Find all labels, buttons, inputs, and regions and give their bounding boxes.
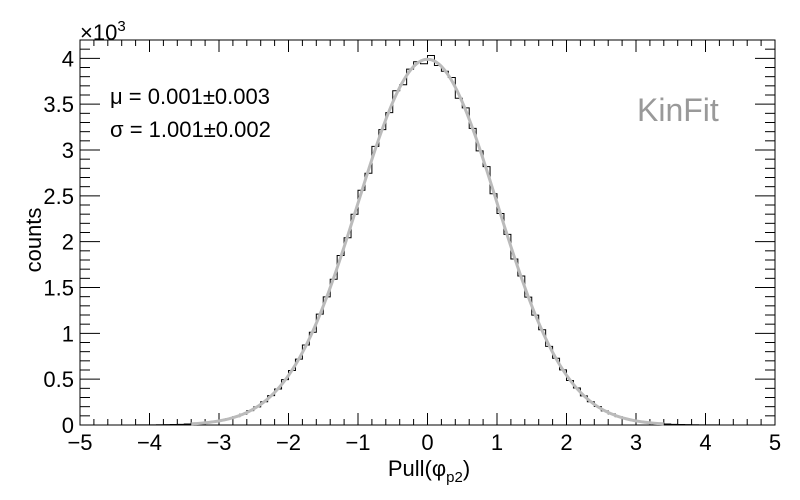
x-tick-label: −4 — [137, 430, 162, 455]
y-axis-title: counts — [21, 208, 46, 273]
y-tick-label: 1.5 — [43, 276, 74, 301]
y-tick-label: 3.5 — [43, 92, 74, 117]
x-tick-label: 4 — [699, 430, 711, 455]
y-tick-label: 0 — [62, 413, 74, 438]
x-tick-label: −3 — [206, 430, 231, 455]
x-tick-label: 1 — [491, 430, 503, 455]
fit-layer — [191, 57, 664, 426]
kinfit-watermark: KinFit — [637, 92, 719, 128]
x-tick-label: 0 — [421, 430, 433, 455]
x-axis-title: Pull(φp2) — [388, 456, 470, 486]
x-tick-label: −1 — [345, 430, 370, 455]
y-exponent-power: 3 — [117, 18, 125, 35]
x-tick-label: −5 — [67, 430, 92, 455]
x-tick-label: 2 — [560, 430, 572, 455]
y-exponent-label: ×103 — [80, 18, 126, 45]
y-axis-ticks: 0 0.5 1 1.5 2 2.5 3 3.5 4 — [43, 39, 775, 438]
y-tick-label: 3 — [62, 138, 74, 163]
x-tick-label: 5 — [769, 430, 781, 455]
mu-stat: μ = 0.001±0.003 — [110, 84, 270, 109]
y-tick-label: 2.5 — [43, 184, 74, 209]
x-axis-subscript: p2 — [446, 469, 463, 486]
y-tick-label: 1 — [62, 321, 74, 346]
y-tick-label: 4 — [62, 46, 74, 71]
sigma-stat: σ = 1.001±0.002 — [110, 117, 271, 142]
x-tick-label: 3 — [630, 430, 642, 455]
x-tick-label: −2 — [276, 430, 301, 455]
gaussian-fit-curve — [191, 57, 664, 426]
y-tick-label: 0.5 — [43, 367, 74, 392]
y-tick-label: 2 — [62, 230, 74, 255]
x-axis-ticks: −5 −4 −3 −2 −1 0 1 2 3 4 5 — [67, 40, 781, 455]
